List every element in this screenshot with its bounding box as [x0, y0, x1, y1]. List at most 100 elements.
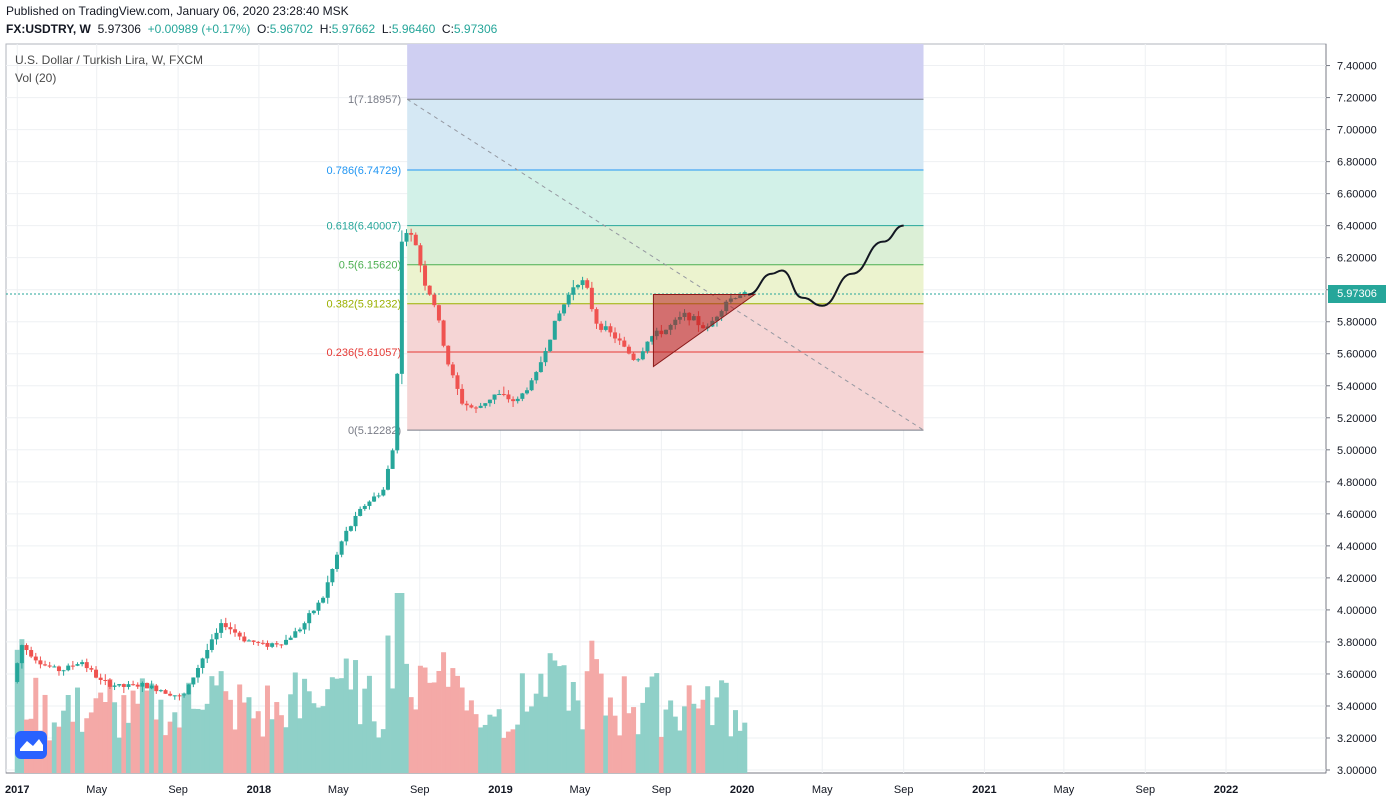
candle-body [191, 677, 196, 685]
volume-bar [353, 660, 359, 773]
y-tick-label: 3.20000 [1337, 733, 1377, 745]
volume-bar [658, 736, 664, 773]
volume-bar [214, 685, 220, 773]
x-tick-label: Sep [894, 784, 914, 796]
candle-body [126, 684, 131, 687]
candle-body [242, 636, 247, 642]
fib-band [407, 99, 924, 171]
volume-bar [51, 722, 57, 773]
volume-bar [176, 727, 182, 773]
candle-body [385, 468, 390, 490]
candle-body [399, 241, 404, 374]
candle-body [158, 690, 163, 692]
candle-body [186, 684, 191, 695]
candle-body [24, 645, 29, 651]
volume-bar [742, 722, 748, 773]
candle-body [515, 398, 520, 402]
volume-bar [417, 665, 423, 773]
volume-bar [209, 676, 215, 773]
volume-bar [93, 698, 99, 773]
volume-bar [733, 710, 739, 773]
published-caption: Published on TradingView.com, January 06… [6, 4, 349, 18]
volume-bar [492, 716, 498, 773]
candle-body [441, 320, 446, 346]
candle-body [288, 637, 293, 640]
fib-level-label: 0.618(6.40007) [327, 221, 402, 233]
candle-body [270, 643, 275, 647]
volume-bar [556, 666, 562, 773]
candle-body [580, 280, 585, 286]
volume-bar [552, 660, 558, 773]
volume-bar [668, 700, 674, 773]
y-tick-label: 4.40000 [1337, 541, 1377, 553]
candle-body [15, 663, 20, 682]
fib-level-label: 0(5.12282) [348, 425, 401, 437]
volume-bar [399, 593, 405, 773]
candle-body [650, 336, 655, 342]
candle-body [511, 399, 516, 402]
volume-bar [427, 682, 433, 773]
candle-body [154, 685, 159, 692]
candle-body [464, 403, 469, 406]
volume-bar [543, 696, 549, 773]
volume-legend[interactable]: Vol (20) [15, 71, 57, 85]
candle-body [293, 631, 298, 638]
volume-bar [436, 670, 442, 773]
fib-top-band [407, 44, 924, 100]
candle-body [562, 304, 567, 314]
volume-bar [450, 668, 456, 773]
volume-bar [260, 736, 266, 773]
close-label: C: [441, 22, 454, 36]
volume-bar [98, 692, 104, 773]
candle-body [205, 649, 210, 659]
volume-bar [311, 703, 317, 773]
candle-body [112, 685, 117, 687]
candle-body [469, 405, 474, 408]
tradingview-logo-icon [15, 731, 47, 759]
volume-bar [529, 706, 535, 773]
high-value: 5.97662 [331, 22, 376, 36]
candle-body [121, 684, 126, 687]
candle-body [195, 667, 200, 678]
last-price-tag: 5.97306 [1328, 285, 1386, 303]
last-value: 5.97306 [97, 22, 141, 36]
candle-body [209, 639, 214, 650]
y-tick-label: 4.80000 [1337, 477, 1377, 489]
y-tick-label: 4.60000 [1337, 509, 1377, 521]
candle-body [80, 662, 85, 665]
volume-bar [232, 729, 238, 773]
volume-bar [306, 691, 312, 773]
volume-bar [278, 715, 284, 773]
volume-bar [348, 689, 354, 773]
x-tick-label: Sep [1135, 784, 1155, 796]
y-tick-label: 6.20000 [1337, 253, 1377, 265]
x-tick-label: 2022 [1214, 784, 1238, 796]
candle-body [395, 373, 400, 451]
volume-bar [413, 709, 419, 773]
candle-body [344, 530, 349, 542]
candle-body [339, 541, 344, 555]
candle-body [436, 305, 441, 321]
volume-bar [357, 724, 363, 773]
volume-bar [640, 702, 646, 773]
volume-bar [135, 703, 141, 773]
candle-body [84, 662, 89, 669]
candle-body [66, 665, 71, 671]
fib-trend-line [406, 98, 924, 431]
volume-bar [441, 652, 447, 773]
candle-body [409, 232, 414, 235]
chart-legend-title[interactable]: U.S. Dollar / Turkish Lira, W, FXCM [15, 53, 204, 67]
volume-bar [501, 737, 507, 773]
volume-bar [195, 708, 201, 773]
volume-bar [459, 687, 465, 773]
volume-bar [116, 737, 122, 773]
candle-body [376, 495, 381, 497]
volume-bar [144, 690, 150, 773]
volume-bar [626, 713, 632, 773]
candle-body [599, 323, 604, 330]
volume-bar [218, 671, 224, 773]
volume-bar [473, 714, 479, 773]
volume-bar [329, 677, 335, 773]
candle-body [362, 505, 367, 509]
